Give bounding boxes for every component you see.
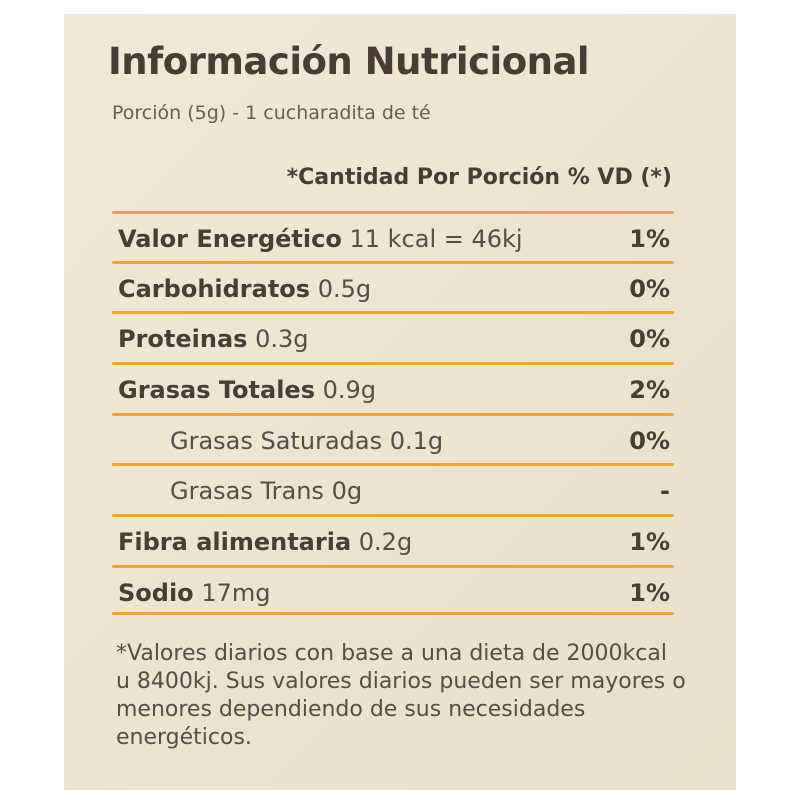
divider-line xyxy=(112,565,674,568)
nutrient-amount: 0.3g xyxy=(255,325,309,353)
divider-line xyxy=(112,211,674,214)
column-header: *Cantidad Por Porción % VD (*) xyxy=(286,165,672,190)
nutrient-row: Carbohidratos 0.5g 0% xyxy=(118,266,670,312)
nutrient-name: Grasas Trans xyxy=(170,477,324,505)
nutrient-row: Grasas Trans 0g - xyxy=(170,468,670,514)
daily-value-percent: 2% xyxy=(629,376,670,404)
nutrient-name: Valor Energético xyxy=(118,225,342,253)
nutrient-name: Fibra alimentaria xyxy=(118,528,352,556)
footnote: *Valores diarios con base a una dieta de… xyxy=(116,641,686,750)
nutrient-amount: 17mg xyxy=(201,579,271,607)
label-title: Información Nutricional xyxy=(108,40,590,83)
nutrient-row: Sodio 17mg 1% xyxy=(118,570,670,616)
nutrient-amount: 0.1g xyxy=(389,427,444,455)
daily-value-percent: 1% xyxy=(629,225,670,253)
nutrition-label xyxy=(64,14,736,790)
nutrient-row: Fibra alimentaria 0.2g 1% xyxy=(118,519,670,565)
daily-value-percent: 1% xyxy=(629,528,670,556)
nutrient-amount: 0.2g xyxy=(358,528,413,556)
divider-line xyxy=(112,612,674,615)
nutrient-name: Grasas Saturadas xyxy=(170,427,383,455)
nutrient-row: Grasas Saturadas 0.1g 0% xyxy=(170,418,670,464)
nutrient-name: Carbohidratos xyxy=(118,275,311,303)
nutrient-row: Valor Energético 11 kcal = 46kj 1% xyxy=(118,216,670,262)
nutrient-row: Proteinas 0.3g 0% xyxy=(118,316,670,362)
nutrient-amount: 0g xyxy=(331,477,363,505)
divider-line xyxy=(112,413,674,416)
divider-line xyxy=(112,311,674,314)
nutrient-amount: 0.9g xyxy=(322,376,377,404)
nutrient-amount: 0.5g xyxy=(317,275,372,303)
divider-line xyxy=(112,514,674,517)
portion-size: Porción (5g) - 1 cucharadita de té xyxy=(112,102,431,124)
nutrient-name: Grasas Totales xyxy=(118,376,315,404)
daily-value-percent: 0% xyxy=(629,275,670,303)
daily-value-percent: 0% xyxy=(629,427,670,455)
daily-value-percent: 0% xyxy=(629,325,670,353)
daily-value-percent: - xyxy=(660,477,670,505)
nutrient-amount: 11 kcal = 46kj xyxy=(349,225,523,253)
divider-line xyxy=(112,261,674,264)
nutrient-row: Grasas Totales 0.9g 2% xyxy=(118,367,670,413)
divider-line xyxy=(112,362,674,365)
daily-value-percent: 1% xyxy=(629,579,670,607)
divider-line xyxy=(112,463,674,466)
nutrient-name: Sodio xyxy=(118,579,194,607)
nutrient-name: Proteinas xyxy=(118,325,248,353)
